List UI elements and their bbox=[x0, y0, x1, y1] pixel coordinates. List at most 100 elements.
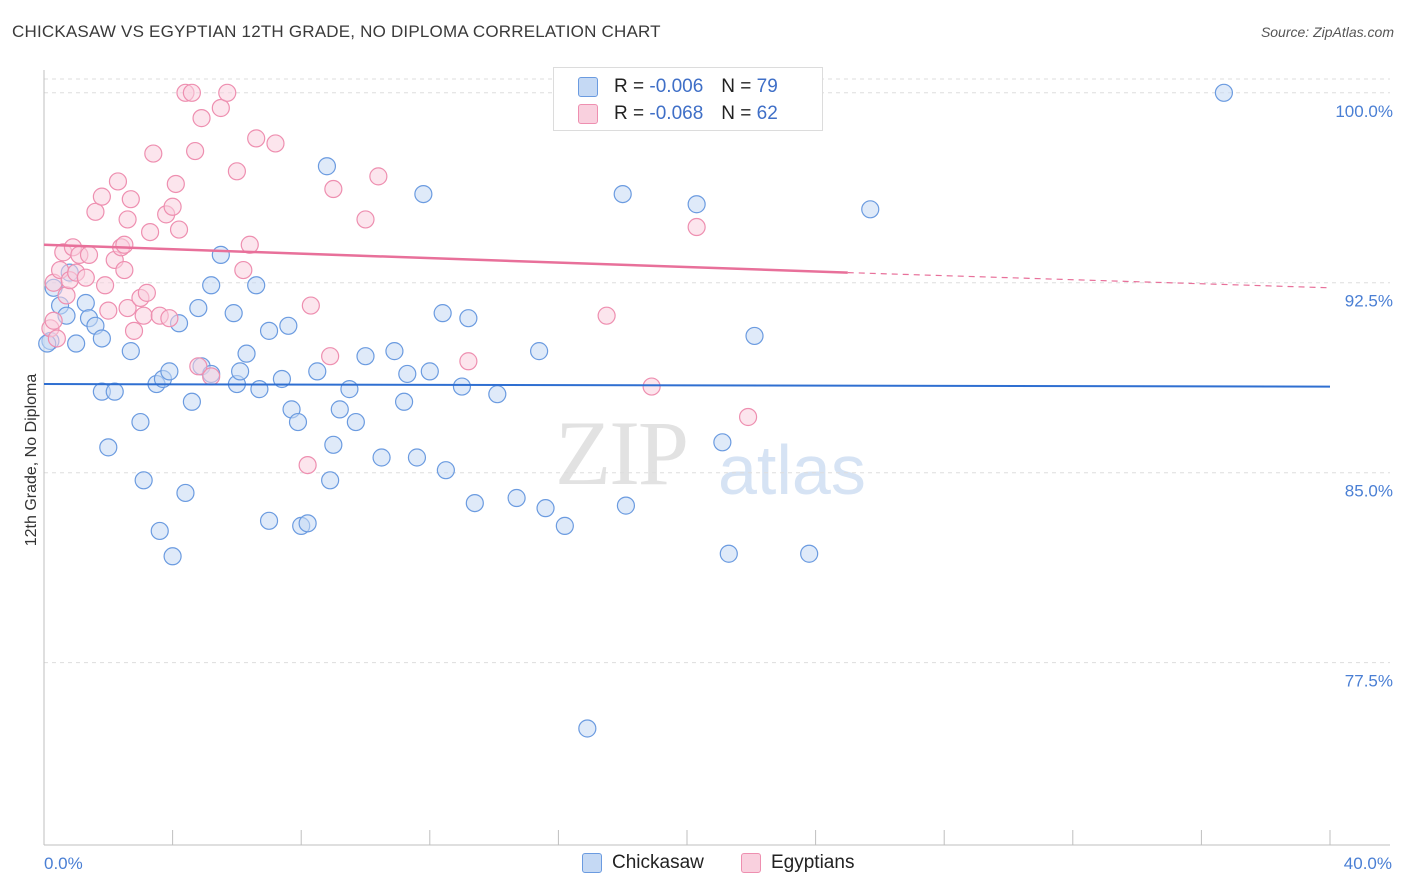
egyptians-point bbox=[189, 357, 208, 376]
chickasaw-point bbox=[279, 316, 298, 335]
chickasaw-point bbox=[92, 329, 111, 348]
chickasaw-point bbox=[298, 514, 317, 533]
chickasaw-point bbox=[465, 493, 484, 513]
y-tick-label: 92.5% bbox=[1345, 292, 1393, 311]
egyptians-point bbox=[76, 268, 95, 287]
chickasaw-point bbox=[150, 521, 169, 541]
egyptians-point bbox=[86, 202, 105, 221]
chickasaw-point bbox=[231, 362, 250, 381]
egyptians-point bbox=[115, 235, 134, 254]
chickasaw-point bbox=[414, 185, 433, 204]
egyptians-point bbox=[47, 329, 66, 348]
chickasaw-point bbox=[687, 195, 706, 214]
chickasaw-point bbox=[237, 344, 256, 363]
egyptians-trend-line bbox=[43, 243, 848, 274]
chickasaw-legend-label: Chickasaw bbox=[612, 852, 704, 873]
chickasaw-point bbox=[713, 433, 732, 452]
chickasaw-point bbox=[385, 342, 404, 361]
chickasaw-point bbox=[372, 448, 391, 467]
chickasaw-point bbox=[211, 245, 230, 264]
chickasaw-swatch bbox=[578, 77, 598, 97]
chickasaw-point bbox=[719, 544, 738, 563]
chickasaw-point bbox=[356, 347, 375, 366]
egyptians-point bbox=[99, 301, 118, 320]
egyptians-point bbox=[95, 276, 115, 295]
chickasaw-point bbox=[163, 547, 182, 566]
egyptians-point bbox=[44, 311, 63, 330]
egyptians-point bbox=[298, 455, 317, 475]
chickasaw-point bbox=[745, 326, 764, 346]
chickasaw-point bbox=[613, 185, 632, 204]
chickasaw-point bbox=[394, 392, 414, 411]
egyptians-point bbox=[118, 298, 137, 318]
legend-n-label: N = bbox=[721, 76, 752, 97]
source-label: Source: ZipAtlas.com bbox=[1260, 24, 1394, 40]
egyptians-point bbox=[459, 352, 478, 371]
chickasaw-point bbox=[507, 488, 526, 508]
chickasaw-point bbox=[224, 304, 243, 323]
chickasaw-point bbox=[530, 342, 549, 361]
egyptians-point bbox=[301, 296, 320, 315]
egyptians-point bbox=[642, 377, 661, 396]
egyptians-point bbox=[79, 245, 99, 264]
chickasaw-point bbox=[247, 276, 266, 295]
legend-r-label: R = bbox=[614, 76, 645, 97]
chickasaw-point bbox=[250, 380, 269, 399]
watermark-atlas: atlas bbox=[718, 431, 866, 509]
chickasaw-point bbox=[99, 438, 118, 457]
egyptians-point bbox=[218, 83, 237, 102]
chickasaw-point bbox=[259, 511, 279, 530]
egyptians-point bbox=[321, 347, 340, 366]
chickasaw-point bbox=[288, 412, 308, 432]
chickasaw-point bbox=[317, 157, 337, 176]
egyptians-point bbox=[144, 144, 163, 163]
y-tick-label: 100.0% bbox=[1335, 102, 1393, 121]
egyptians-swatch bbox=[578, 104, 598, 124]
chickasaw-point bbox=[861, 200, 880, 219]
egyptians-legend-label: Egyptians bbox=[771, 852, 855, 873]
legend-row-egyptians: R = -0.068 N = 62 bbox=[578, 102, 778, 126]
egyptians-point bbox=[169, 220, 189, 239]
chickasaw-point bbox=[308, 362, 327, 381]
legend-r-value: -0.068 bbox=[649, 103, 704, 124]
egyptians-point bbox=[356, 210, 375, 229]
egyptians-point bbox=[234, 260, 253, 280]
chickasaw-point bbox=[134, 471, 153, 490]
egyptians-point bbox=[247, 129, 266, 148]
egyptians-trend-extension bbox=[847, 272, 1331, 289]
egyptians-point bbox=[738, 407, 758, 427]
egyptians-point bbox=[186, 141, 205, 161]
chart-title: CHICKASAW VS EGYPTIAN 12TH GRADE, NO DIP… bbox=[12, 22, 661, 41]
egyptians-point bbox=[124, 321, 144, 340]
bottom-legend-egyptians: Egyptians bbox=[741, 852, 854, 874]
chickasaw-point bbox=[1214, 83, 1234, 102]
chickasaw-point bbox=[330, 400, 349, 419]
chickasaw-point bbox=[67, 334, 86, 353]
chickasaw-trend-line bbox=[43, 383, 1331, 388]
chickasaw-point bbox=[272, 369, 292, 389]
chickasaw-point bbox=[407, 448, 427, 467]
egyptians-point bbox=[192, 109, 211, 128]
chickasaw-point bbox=[324, 435, 343, 454]
chickasaw-point bbox=[459, 309, 478, 328]
chickasaw-point bbox=[436, 461, 455, 480]
egyptians-point bbox=[182, 83, 201, 102]
egyptians-point bbox=[134, 306, 153, 325]
chickasaw-point bbox=[321, 471, 340, 490]
chickasaw-point bbox=[488, 385, 507, 404]
chickasaw-point bbox=[420, 362, 439, 381]
chickasaw-point bbox=[202, 276, 221, 295]
x-tick-label-max: 40.0% bbox=[1344, 854, 1392, 873]
egyptians-point bbox=[227, 162, 246, 181]
egyptians-point bbox=[202, 367, 221, 386]
legend-r-label: R = bbox=[614, 103, 645, 124]
egyptians-point bbox=[57, 286, 76, 305]
egyptians-point bbox=[163, 197, 182, 216]
watermark-zip: ZIP bbox=[555, 402, 689, 504]
chickasaw-point bbox=[555, 516, 574, 535]
egyptians-point bbox=[108, 172, 128, 191]
chickasaw-legend-swatch bbox=[582, 853, 602, 873]
egyptians-point bbox=[118, 210, 137, 229]
chickasaw-point bbox=[578, 719, 597, 738]
